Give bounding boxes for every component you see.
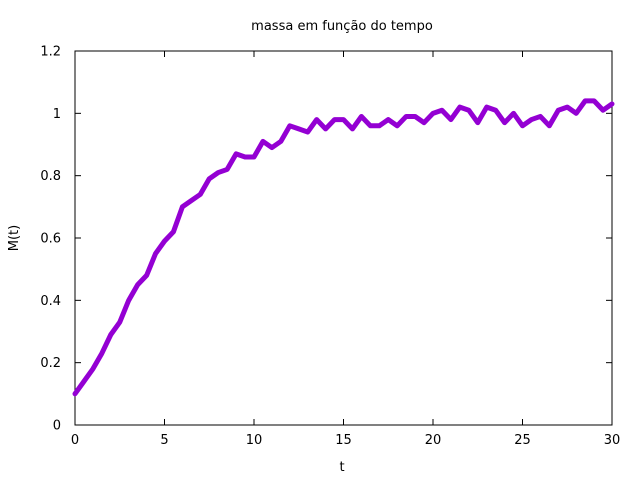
y-tick-label: 1.2 (40, 45, 61, 60)
y-tick-label: 0 (53, 419, 61, 434)
y-tick-label: 0.6 (40, 232, 61, 247)
x-tick-label: 10 (246, 433, 263, 448)
x-tick-label: 20 (425, 433, 442, 448)
axis-ticks: 0 5 10 15 20 25 30 0 0.2 0.4 0.6 0.8 1 1.2 (40, 45, 620, 449)
x-tick-label: 25 (514, 433, 531, 448)
plot-area-border (74, 50, 613, 426)
y-tick-label: 0.4 (40, 294, 61, 309)
x-tick-label: 0 (71, 433, 79, 448)
y-tick-label: 1 (53, 107, 61, 122)
y-axis-title: M(t) (7, 225, 22, 251)
x-tick-label: 15 (335, 433, 352, 448)
x-tick-label: 30 (604, 433, 621, 448)
y-tick-label: 0.8 (40, 169, 61, 184)
y-tick-label: 0.2 (40, 356, 61, 371)
x-axis-title: t (339, 460, 344, 475)
x-tick-label: 5 (160, 433, 168, 448)
chart-title: massa em função do tempo (251, 19, 433, 34)
series-line-0 (72, 98, 615, 397)
series-layer (72, 98, 615, 397)
